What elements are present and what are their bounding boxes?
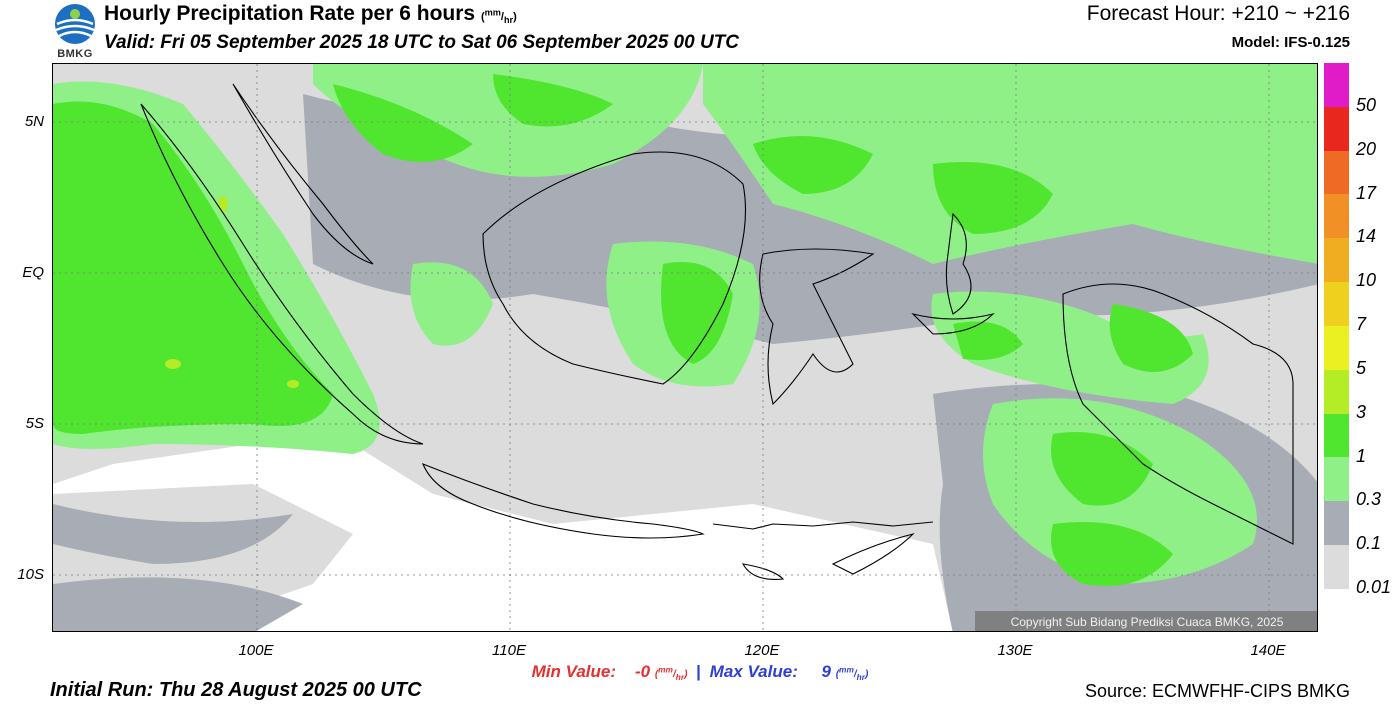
colorbar-segment [1324, 282, 1349, 326]
lat-label-10s: 10S [17, 566, 44, 583]
min-max-values: Min Value: -0 (mm/hr) | Max Value: 9 (mm… [0, 662, 1400, 682]
colorbar-label: 14 [1356, 226, 1377, 247]
precipitation-map: Copyright Sub Bidang Prediksi Cuaca BMKG… [52, 63, 1318, 632]
colorbar-segment [1324, 413, 1349, 458]
data-source: Source: ECMWFHF-CIPS BMKG [1084, 681, 1350, 701]
colorbar-label: 10 [1356, 270, 1377, 291]
model-name: Model: IFS-0.125 [1231, 34, 1350, 51]
lon-label-140e: 140E [1250, 642, 1286, 659]
colorbar-label: 3 [1356, 401, 1367, 422]
colorbar-label: 0.3 [1356, 489, 1382, 510]
colorbar-label: 7 [1356, 314, 1367, 334]
map-canvas [53, 64, 1317, 631]
min-value: -0 (mm/hr) [634, 662, 688, 682]
title-unit: (mm/hr) [480, 7, 517, 26]
precip-layer-1 [53, 74, 1193, 586]
lat-label-eq: EQ [22, 264, 44, 281]
lon-label-120e: 120E [744, 642, 780, 659]
colorbar-segment [1324, 63, 1349, 107]
colorbar-segment [1324, 325, 1349, 370]
title-text: Hourly Precipitation Rate per 6 hours [104, 2, 476, 25]
colorbar-segment [1324, 194, 1349, 239]
forecast-hour: Forecast Hour: +210 ~ +216 [1086, 2, 1350, 25]
colorbar-segment [1324, 369, 1349, 414]
precip-layer-3 [165, 196, 299, 388]
lon-label-110e: 110E [492, 642, 526, 659]
colorbar-segment [1324, 106, 1349, 151]
colorbar-label: 5 [1356, 357, 1367, 378]
colorbar-segment [1324, 501, 1349, 546]
colorbar-label: 1 [1356, 445, 1367, 466]
min-label: Min Value: [531, 662, 617, 681]
logo-text: BMKG [57, 48, 93, 60]
colorbar-segment [1324, 457, 1349, 502]
coastlines [140, 83, 1294, 580]
bmkg-logo: BMKG [52, 2, 98, 60]
valid-period: Valid: Fri 05 September 2025 18 UTC to S… [104, 32, 739, 53]
max-label: Max Value: [709, 662, 798, 681]
colorbar-segment [1324, 238, 1349, 283]
colorbar-segment [1324, 150, 1349, 195]
colorbar-label: 20 [1356, 138, 1377, 159]
copyright-label: Copyright Sub Bidang Prediksi Cuaca BMKG… [975, 611, 1317, 631]
max-value: 9 (mm/hr) [821, 662, 869, 682]
colorbar-segment [1324, 545, 1349, 589]
grid-lines [53, 64, 1317, 631]
initial-run: Initial Run: Thu 28 August 2025 00 UTC [50, 679, 422, 701]
colorbar-label: 0.01 [1356, 577, 1392, 597]
colorbar-label: 17 [1356, 182, 1377, 203]
lon-label-130e: 130E [997, 642, 1033, 659]
colorbar-label: 0.1 [1356, 533, 1382, 554]
separator: | [696, 662, 701, 681]
lat-label-5n: 5N [24, 113, 44, 130]
map-title: Hourly Precipitation Rate per 6 hours (m… [104, 2, 517, 26]
colorbar [1324, 63, 1349, 589]
lat-label-5s: 5S [25, 415, 44, 432]
lon-label-100e: 100E [238, 642, 274, 659]
colorbar-label: 50 [1356, 94, 1377, 115]
